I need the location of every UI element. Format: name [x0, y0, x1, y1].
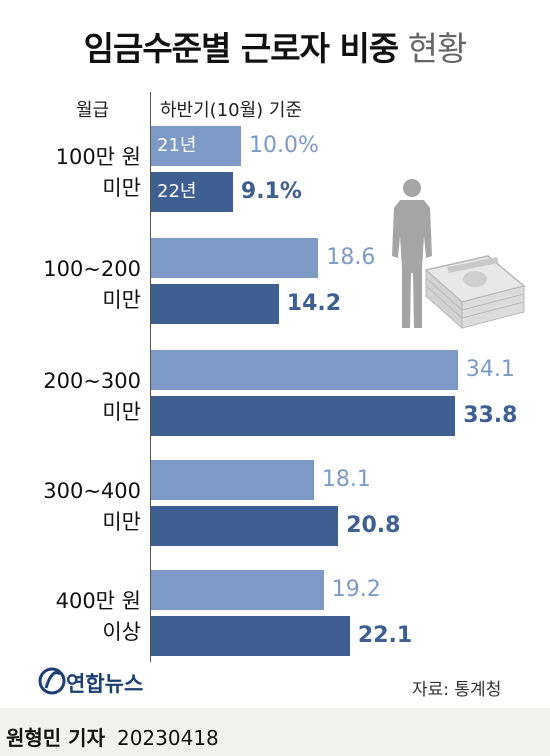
data-label: 33.8 — [463, 403, 518, 428]
data-label: 20.8 — [346, 513, 401, 538]
infographic-card: 임금수준별 근로자 비중 현황 월급 하반기(10월) 기준 100만 원 미만 2… — [0, 0, 550, 708]
header-salary-label: 월급 — [76, 100, 110, 121]
category-label-line: 200~300 — [43, 369, 141, 393]
data-label: 14.2 — [286, 291, 342, 316]
yonhap-logo-icon — [38, 667, 66, 695]
category-label: 300~400 미만 — [0, 476, 141, 538]
data-label: 10.0% — [249, 133, 319, 158]
reporter-name: 원형민 기자 — [6, 726, 105, 750]
bar-2021 — [151, 460, 314, 500]
bar-2022 — [151, 616, 350, 656]
series-name-label: 21년 — [157, 135, 197, 156]
category-label-line: 이상 — [102, 620, 141, 644]
data-label: 9.1% — [240, 179, 302, 204]
data-label: 22.1 — [357, 623, 413, 648]
category-label: 200~300 미만 — [0, 366, 141, 428]
category-label-line: 300~400 — [43, 479, 141, 503]
category-label-line: 100만 원 — [55, 145, 141, 169]
data-label: 18.1 — [321, 467, 371, 492]
bar-2022 — [151, 172, 233, 212]
category-label: 100~200 미만 — [0, 254, 141, 316]
title-main: 임금수준별 근로자 비중 — [83, 29, 400, 68]
category-label-line: 미만 — [102, 510, 141, 534]
category-label-line: 미만 — [102, 400, 141, 424]
chart-title: 임금수준별 근로자 비중 현황 — [0, 22, 550, 70]
data-label: 19.2 — [331, 577, 381, 602]
businessman-with-money-icon — [392, 179, 526, 330]
axis-line — [150, 92, 151, 662]
series-name-label: 22년 — [157, 181, 197, 202]
category-label-line: 미만 — [102, 288, 141, 312]
bar-2021 — [151, 570, 324, 610]
bar-2021 — [151, 238, 319, 278]
footer: 원형민 기자 20230418 — [6, 722, 219, 751]
category-label-line: 미만 — [102, 176, 141, 200]
bar-2022 — [151, 284, 279, 324]
bar-2021 — [151, 126, 241, 166]
logo-text: 연합뉴스 — [66, 672, 144, 696]
data-label: 18.6 — [326, 245, 376, 270]
bar-2022 — [151, 396, 456, 436]
source-label: 자료: 통계청 — [412, 680, 502, 700]
bar-2021 — [151, 350, 458, 390]
data-label: 34.1 — [465, 357, 515, 382]
publish-date: 20230418 — [116, 726, 219, 750]
category-label-line: 400만 원 — [55, 589, 141, 613]
category-label-line: 100~200 — [43, 257, 141, 281]
bar-2022 — [151, 506, 339, 546]
header-period-label: 하반기(10월) 기준 — [160, 100, 303, 121]
title-suffix: 현황 — [407, 29, 468, 68]
